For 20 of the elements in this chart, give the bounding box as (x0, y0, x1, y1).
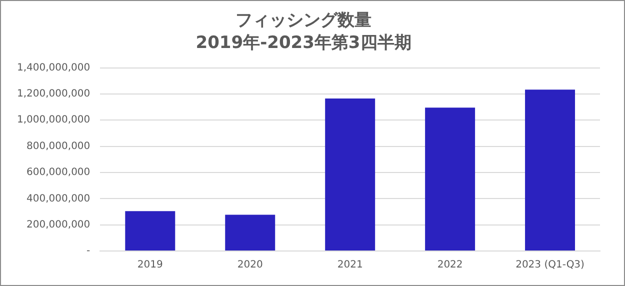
y-tick-label: 600,000,000 (26, 167, 90, 178)
y-tick-label: 1,200,000,000 (16, 88, 90, 100)
x-tick-label: 2021 (337, 260, 363, 271)
x-tick-label: 2022 (437, 260, 463, 271)
y-tick-label: 200,000,000 (26, 219, 90, 230)
y-tick-label: 800,000,000 (26, 140, 90, 152)
bar (125, 211, 176, 250)
y-tick-label: 1,000,000,000 (16, 114, 90, 126)
x-tick-label: 2019 (137, 260, 163, 271)
bar (425, 108, 476, 250)
bar (325, 98, 376, 250)
x-tick-label: 2023 (Q1-Q3) (516, 260, 585, 271)
chart-title: フィッシング数量 (236, 10, 372, 31)
bar (525, 90, 576, 250)
x-tick-label: 2020 (237, 260, 263, 271)
y-tick-label: - (86, 246, 91, 257)
y-tick-label: 400,000,000 (26, 193, 90, 204)
chart-subtitle: 2019年-2023年第3四半期 (196, 33, 412, 54)
y-tick-label: 1,400,000,000 (16, 62, 90, 74)
bar (225, 214, 276, 250)
